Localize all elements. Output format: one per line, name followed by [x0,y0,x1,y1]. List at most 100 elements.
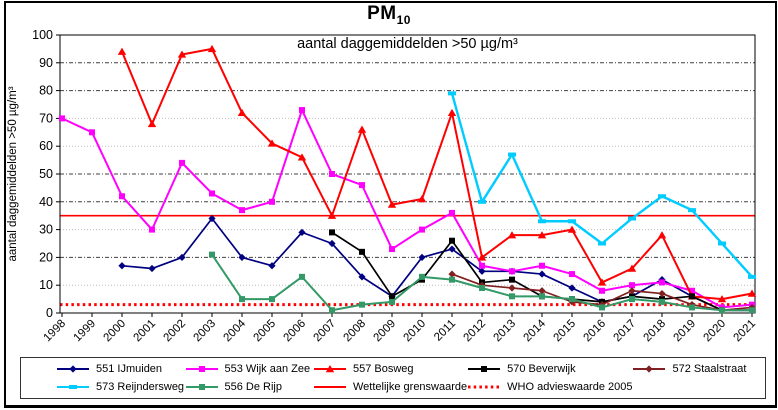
series-557-bosweg-point-2018 [657,231,667,239]
series-557-bosweg-point-2000 [117,47,127,55]
series-556-de-rijp-point-2015 [569,296,575,303]
series-556-de-rijp-point-2008 [359,301,365,308]
x-tick-label-2007: 2007 [312,318,339,345]
series-557-bosweg-point-2005 [267,139,277,147]
series-553-wijk-aan-zee-point-2014 [539,262,545,269]
y-tick-label-70: 70 [39,111,53,125]
legend-label-572-staalstraat: 572 Staalstraat [672,363,747,375]
title-subscript: 10 [396,12,411,27]
legend-label-573-reijndersweg: 573 Reijndersweg [96,381,185,393]
legend-item-553-wijk-aan-zee: 553 Wijk aan Zee [185,363,314,375]
series-553-wijk-aan-zee-point-2009 [389,246,395,253]
x-tick-label-2006: 2006 [282,318,309,345]
chart-plot-area: aantal daggemiddelden >50 µg/m³ 0 10 20 30 40… [7,28,758,345]
series-573-reijndersweg-point-2018 [658,194,666,199]
series-556-de-rijp-point-2017 [629,296,635,303]
series-553-wijk-aan-zee-point-2012 [479,262,485,269]
series-553-wijk-aan-zee-point-2004 [239,207,245,214]
legend-swatch-557-bosweg [314,365,346,373]
series-557-bosweg-point-2015 [567,225,577,233]
series-556-de-rijp-point-2004 [239,296,245,303]
series-553-wijk-aan-zee-point-2007 [329,171,335,177]
legend-item-wettelijke-grenswaarde: Wettelijke grenswaarde [313,381,467,393]
series-572-staalstraat-point-2013 [508,284,516,292]
series-553-wijk-aan-zee-point-2016 [599,287,605,294]
x-tick-label-2010: 2010 [402,318,429,345]
legend-item-who-advieswaarde-2005: WHO advieswaarde 2005 [467,381,632,393]
series-557-bosweg [117,44,757,303]
y-tick-label-80: 80 [39,84,53,98]
series-570-beverwijk-point-2007 [329,229,335,236]
y-tick-label-100: 100 [32,28,53,42]
legend-label-who-advieswaarde-2005: WHO advieswaarde 2005 [507,381,633,393]
title-main: PM [367,3,397,24]
series-556-de-rijp-point-2019 [689,304,695,311]
legend-item-573-reijndersweg: 573 Reijndersweg [56,381,185,393]
series-573-reijndersweg-point-2016 [598,241,606,246]
series-572-staalstraat-point-2011 [448,270,456,278]
chart-legend: 551 IJmuiden 553 Wijk aan Zee 557 Bosweg 57… [20,357,766,399]
series-573-reijndersweg-point-2014 [538,219,546,224]
series-551-ijmuiden-point-2003 [208,214,216,223]
legend-swatch-556-de-rijp [185,384,218,390]
legend-label-556-de-rijp: 556 De Rijp [224,381,282,393]
legend-marker-573-reijndersweg [69,385,77,389]
series-553-wijk-aan-zee-point-2000 [119,193,125,200]
legend-swatch-570-beverwijk [468,366,501,372]
series-551-ijmuiden-point-2011 [448,245,456,253]
series-557-bosweg-point-2002 [177,50,187,58]
x-tick-label-2017: 2017 [612,318,639,345]
series-557-bosweg-point-2012 [477,253,487,261]
series-553-wijk-aan-zee-point-2015 [569,271,575,278]
series-557-bosweg-point-2007 [327,211,337,219]
legend-swatch-551-ijmuiden [57,365,89,373]
legend-item-570-beverwijk: 570 Beverwijk [467,363,632,375]
legend-swatch-573-reijndersweg [57,385,89,389]
page-title: PM10 [0,3,778,27]
x-tick-label-2019: 2019 [672,318,699,345]
series-557-bosweg-point-2017 [627,264,637,272]
series-573-reijndersweg-point-2012 [478,199,486,204]
series-557-bosweg-point-2006 [297,153,307,161]
y-tick-label-10: 10 [39,278,53,292]
series-551-ijmuiden-line [121,217,752,312]
series-557-bosweg-point-2010 [417,195,427,203]
series-556-de-rijp-point-2011 [449,276,455,283]
series-551-ijmuiden-point-2015 [568,284,576,292]
series-556-de-rijp-point-2007 [329,307,335,314]
x-tick-label-2002: 2002 [162,318,189,345]
series-553-wijk-aan-zee-point-2017 [629,282,635,289]
series-557-bosweg-point-2001 [147,119,157,128]
legend-swatch-572-staalstraat [633,365,666,373]
legend-marker-572-staalstraat [645,365,654,373]
plot-frame [59,34,756,314]
series-553-wijk-aan-zee-point-2018 [659,279,665,286]
x-tick-label-1999: 1999 [72,318,99,345]
series-556-de-rijp-point-2018 [659,298,665,305]
series-556-de-rijp-point-2021 [749,307,755,314]
series-570-beverwijk-point-2013 [509,276,515,283]
series-551-ijmuiden-point-2014 [538,270,546,278]
series-553-wijk-aan-zee-point-2019 [689,287,695,294]
series-557-bosweg-point-2011 [447,108,457,117]
series-551-ijmuiden-point-2012 [478,267,486,275]
x-tick-label-2001: 2001 [132,318,159,345]
x-tick-label-2011: 2011 [432,318,458,344]
series-556-de-rijp-point-2012 [479,284,485,291]
series-557-bosweg-point-2016 [597,278,607,286]
x-tick-label-2013: 2013 [492,318,519,345]
legend-label-551-ijmuiden: 551 IJmuiden [96,363,163,375]
series-553-wijk-aan-zee-point-2010 [419,226,425,233]
series-557-bosweg-point-2021 [747,289,757,297]
x-tick-label-2014: 2014 [522,317,549,344]
legend-label-wettelijke-grenswaarde: Wettelijke grenswaarde [353,381,468,393]
legend-label-570-beverwijk: 570 Beverwijk [507,363,576,375]
legend-swatch-553-wijk-aan-zee [185,366,218,372]
series-553-wijk-aan-zee-line [61,109,753,309]
legend-item-572-staalstraat: 572 Staalstraat [632,363,761,375]
series-551-ijmuiden-point-2002 [178,253,186,261]
series-556-de-rijp-point-2020 [719,307,725,314]
series-557-bosweg-point-2009 [387,200,397,208]
series-551-ijmuiden-point-2006 [298,228,306,236]
